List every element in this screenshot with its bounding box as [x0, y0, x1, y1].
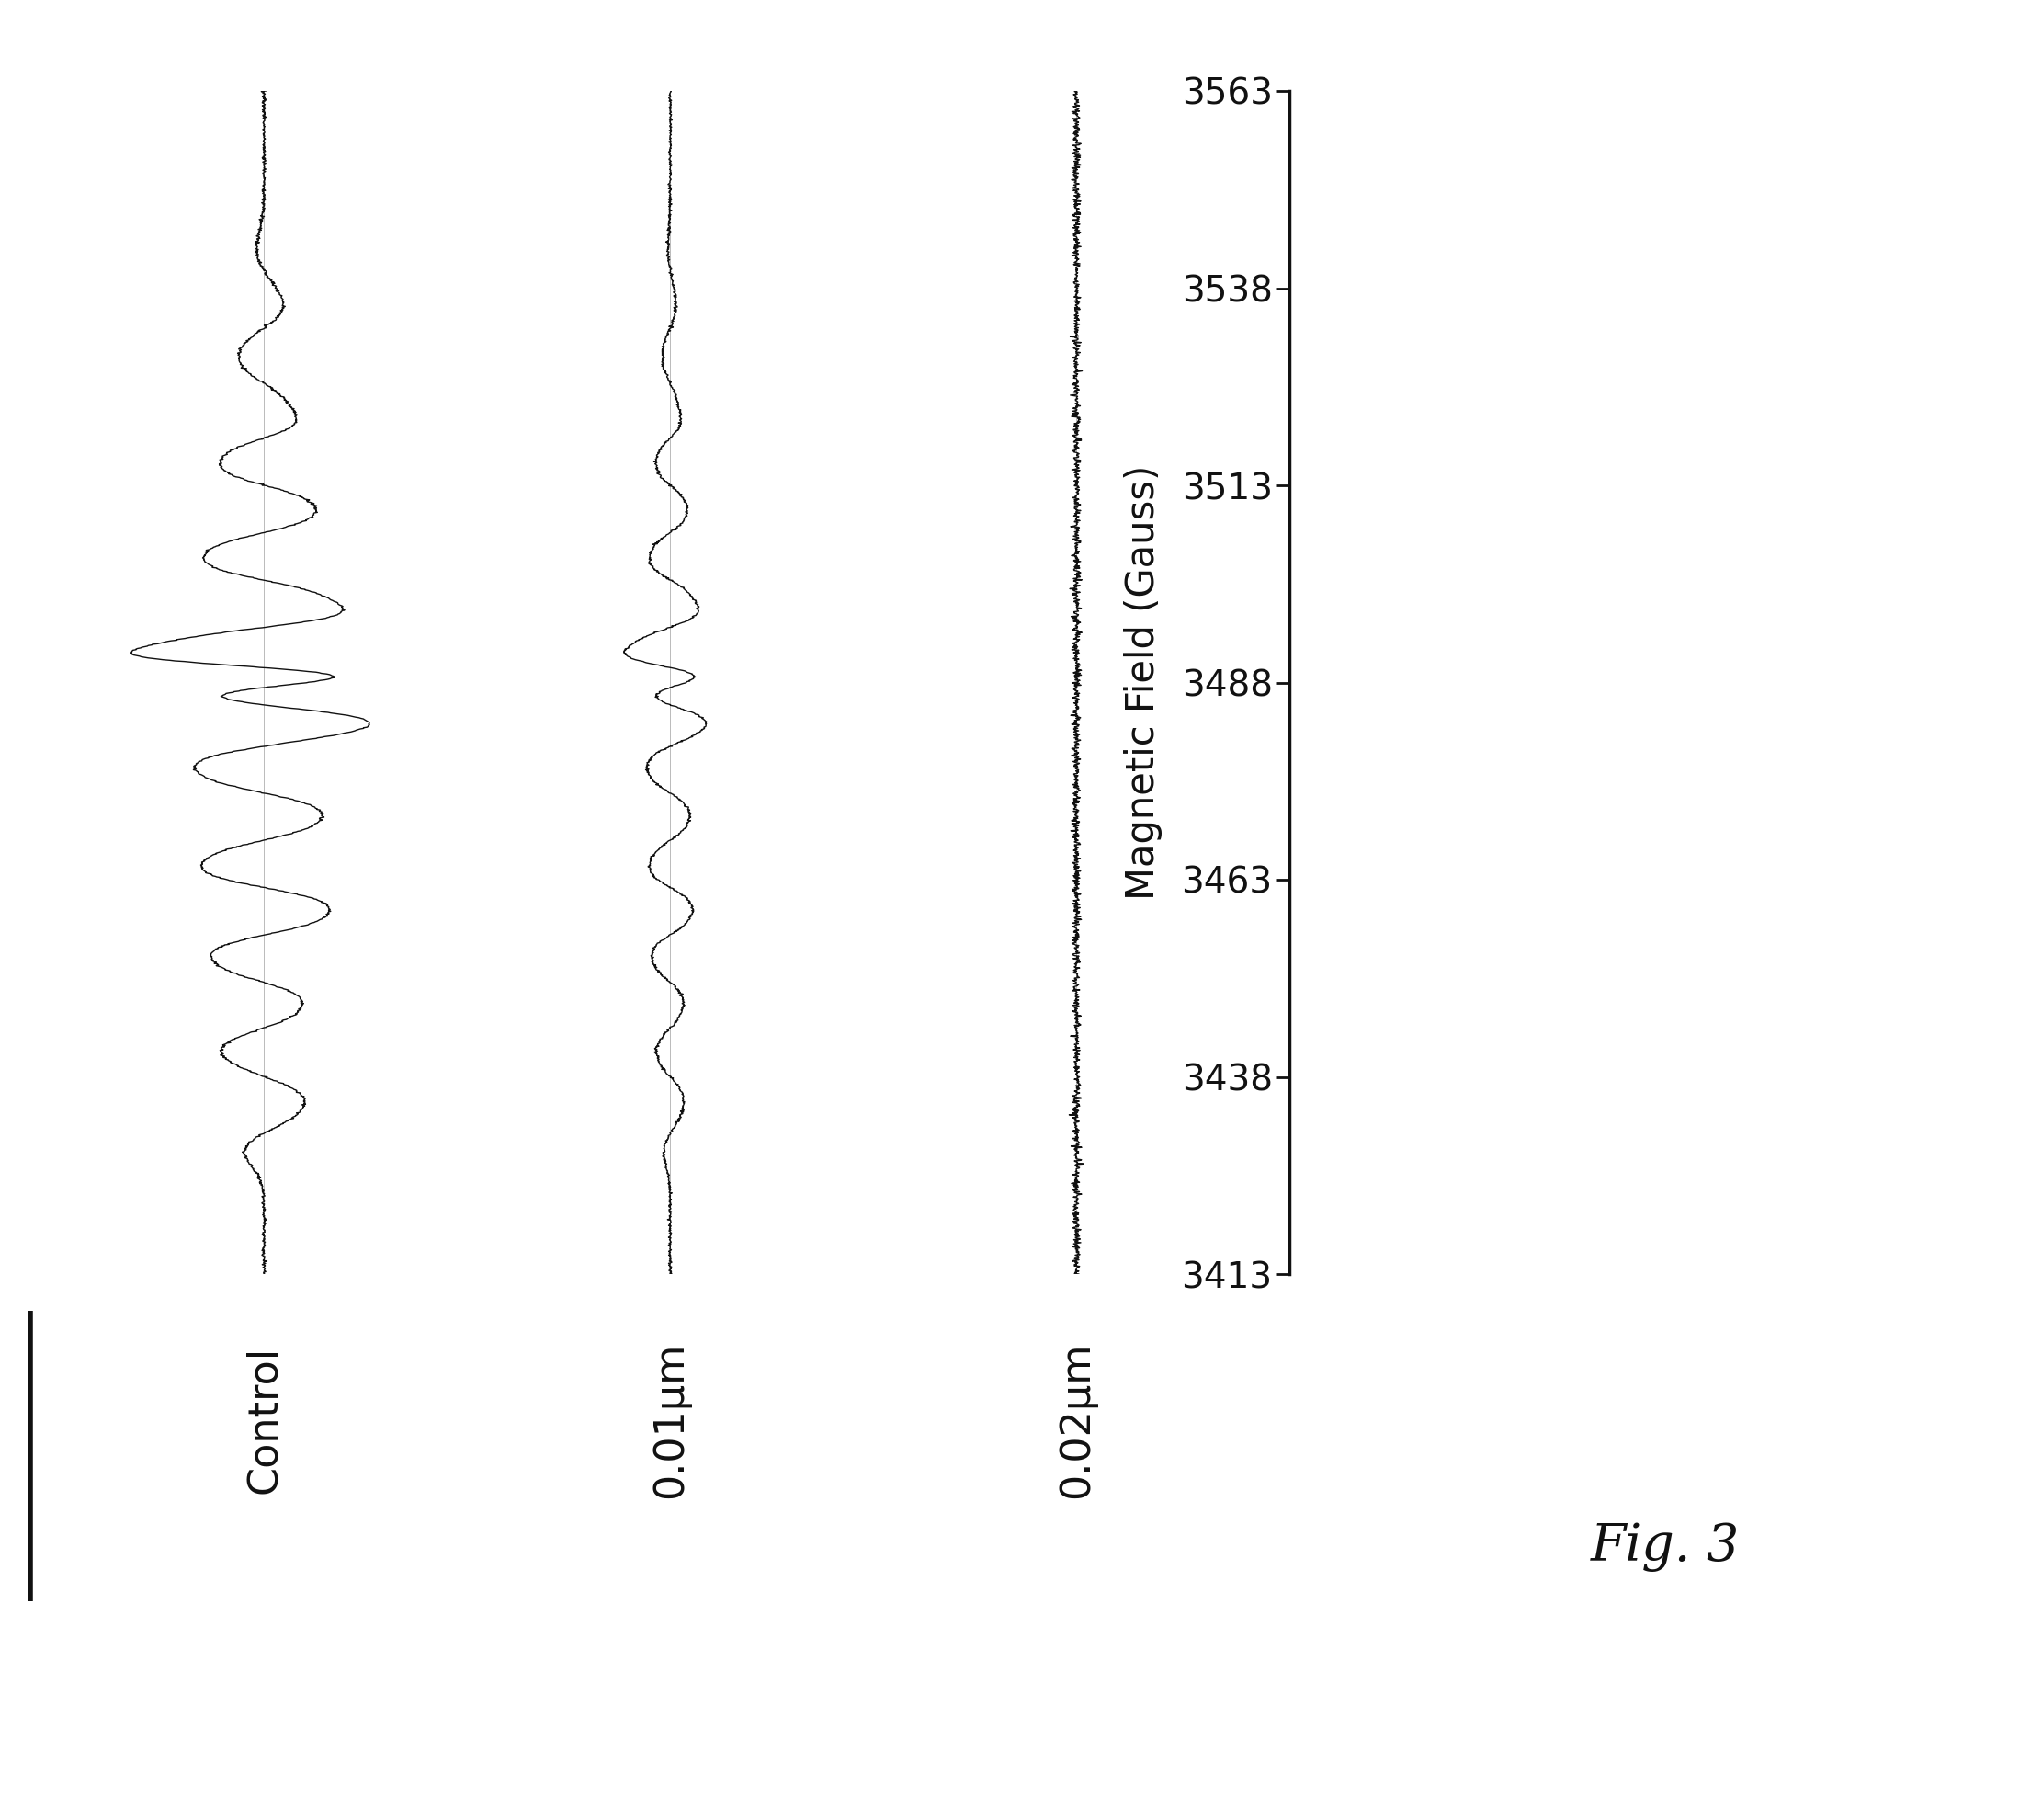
Text: Control: Control: [244, 1345, 284, 1494]
Text: Fig. 3: Fig. 3: [1590, 1522, 1741, 1572]
Text: 0.01μm: 0.01μm: [650, 1341, 691, 1498]
Text: 0.02μm: 0.02μm: [1056, 1341, 1097, 1498]
Y-axis label: Magnetic Field (Gauss): Magnetic Field (Gauss): [1123, 464, 1162, 901]
